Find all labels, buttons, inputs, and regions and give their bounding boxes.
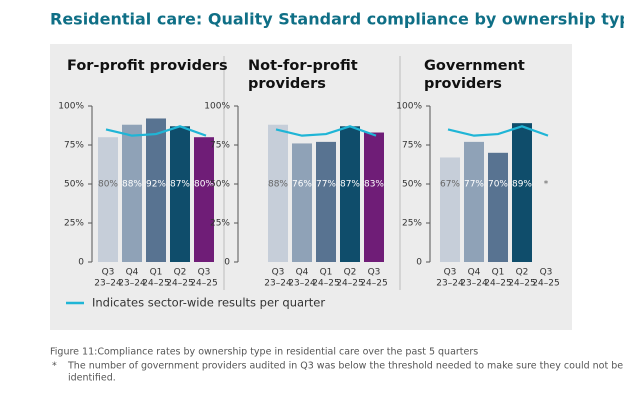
- x-tick-label: Q3: [198, 268, 211, 278]
- x-tick-label: Q3: [102, 268, 115, 278]
- y-tick-label: 25%: [210, 219, 230, 229]
- x-tick-label: Q2: [344, 268, 357, 278]
- y-tick-label: 75%: [64, 141, 84, 151]
- bar: [170, 126, 190, 262]
- x-tick-label: 23–24: [288, 279, 316, 289]
- sector-line: [447, 125, 549, 137]
- value-label: 83%: [364, 180, 384, 190]
- x-tick-label: 24–25: [508, 279, 535, 289]
- bar: [512, 123, 532, 262]
- footnote: The number of government providers audit…: [67, 361, 623, 372]
- y-tick-label: 75%: [210, 141, 230, 151]
- value-label: *: [544, 180, 549, 190]
- caption: Figure 11:Compliance rates by ownership …: [50, 347, 478, 358]
- x-tick-label: 24–25: [336, 279, 363, 289]
- x-tick-label: 24–25: [190, 279, 217, 289]
- y-tick-label: 0: [224, 258, 230, 268]
- y-tick-label: 100%: [396, 102, 422, 112]
- panel-title: Government: [424, 58, 525, 74]
- x-tick-label: 24–25: [166, 279, 193, 289]
- footnote: identified.: [68, 373, 116, 384]
- x-tick-label: Q4: [126, 268, 139, 278]
- sector-line: [105, 125, 207, 137]
- x-tick-label: Q4: [296, 268, 309, 278]
- y-tick-label: 100%: [58, 102, 84, 112]
- x-tick-label: 24–25: [484, 279, 511, 289]
- bar: [146, 118, 166, 262]
- value-label: 87%: [170, 180, 190, 190]
- x-tick-label: 23–24: [436, 279, 464, 289]
- x-tick-label: Q3: [540, 268, 553, 278]
- value-label: 76%: [292, 180, 312, 190]
- x-tick-label: Q4: [468, 268, 481, 278]
- x-tick-label: 24–25: [142, 279, 169, 289]
- page-title: Residential care: Quality Standard compl…: [50, 10, 624, 29]
- value-label: 92%: [146, 180, 166, 190]
- y-tick-label: 50%: [210, 180, 230, 190]
- sector-line: [275, 125, 377, 137]
- value-label: 77%: [464, 180, 484, 190]
- bar: [440, 157, 460, 262]
- x-tick-label: 24–25: [360, 279, 387, 289]
- bar: [316, 141, 336, 262]
- y-tick-label: 75%: [402, 141, 422, 151]
- panel-title: For-profit providers: [67, 58, 228, 74]
- x-tick-label: 23–24: [118, 279, 146, 289]
- x-tick-label: Q1: [492, 268, 505, 278]
- y-tick-label: 50%: [64, 180, 84, 190]
- bar: [292, 143, 312, 262]
- y-tick-label: 25%: [402, 219, 422, 229]
- value-label: 88%: [268, 180, 288, 190]
- panel-title: providers: [424, 76, 502, 92]
- value-label: 80%: [194, 180, 214, 190]
- value-label: 70%: [488, 180, 508, 190]
- panel-title: providers: [248, 76, 326, 92]
- y-tick-label: 0: [78, 258, 84, 268]
- bar: [340, 126, 360, 262]
- y-tick-label: 0: [416, 258, 422, 268]
- value-label: 89%: [512, 180, 532, 190]
- value-label: 87%: [340, 180, 360, 190]
- x-tick-label: Q3: [368, 268, 381, 278]
- y-tick-label: 50%: [402, 180, 422, 190]
- legend-label: Indicates sector-wide results per quarte…: [92, 296, 325, 310]
- bar: [194, 137, 214, 262]
- bar: [488, 152, 508, 262]
- x-tick-label: 24–25: [532, 279, 559, 289]
- x-tick-label: Q2: [174, 268, 187, 278]
- value-label: 77%: [316, 180, 336, 190]
- value-label: 88%: [122, 180, 142, 190]
- y-tick-label: 25%: [64, 219, 84, 229]
- bar: [464, 141, 484, 262]
- value-label: 67%: [440, 180, 460, 190]
- x-tick-label: 23–24: [94, 279, 122, 289]
- x-tick-label: Q3: [444, 268, 457, 278]
- value-label: 80%: [98, 180, 118, 190]
- x-tick-label: Q1: [150, 268, 163, 278]
- bar: [364, 132, 384, 262]
- x-tick-label: 24–25: [312, 279, 339, 289]
- x-tick-label: Q2: [516, 268, 529, 278]
- bar: [268, 124, 288, 262]
- x-tick-label: 23–24: [264, 279, 292, 289]
- x-tick-label: Q1: [320, 268, 333, 278]
- y-tick-label: 100%: [204, 102, 230, 112]
- bar: [98, 137, 118, 262]
- x-tick-label: 23–24: [460, 279, 488, 289]
- panel-title: Not-for-profit: [248, 58, 358, 74]
- x-tick-label: Q3: [272, 268, 285, 278]
- footnote-marker: *: [52, 361, 57, 372]
- bar: [122, 124, 142, 262]
